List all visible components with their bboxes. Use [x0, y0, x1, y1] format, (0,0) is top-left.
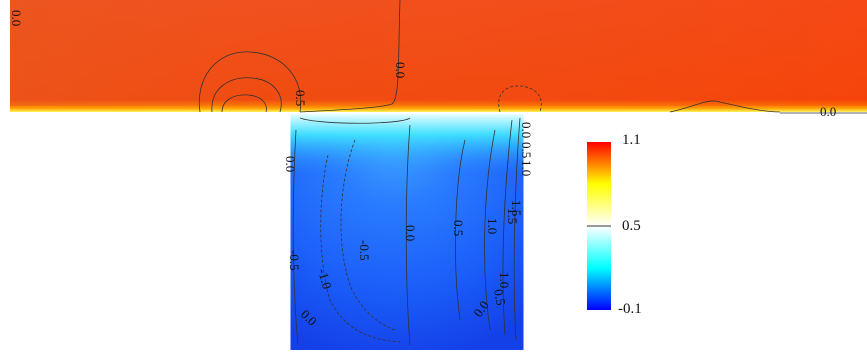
contour-line — [455, 139, 466, 321]
channel-contours — [198, 0, 867, 114]
channel-shading — [10, 0, 867, 106]
contour-line — [340, 139, 396, 331]
contour-label: 1.0 — [497, 272, 512, 288]
cavity-shear-layer — [290, 114, 524, 174]
contour-line — [513, 117, 521, 341]
contour-label: 0.0 — [9, 10, 24, 26]
contour-label: 1.0 — [485, 218, 500, 234]
contour-line — [484, 129, 496, 331]
colorbar-min-label: -0.1 — [618, 301, 642, 317]
cavity-contours — [292, 117, 521, 346]
contour-line — [221, 94, 267, 113]
contour-line — [405, 124, 411, 346]
contour-line — [320, 154, 401, 343]
contour-label: 1.5 — [505, 208, 520, 224]
contour-label: 0.0 — [820, 104, 836, 119]
contour-line — [669, 100, 781, 113]
colorbar-mid-label: 0.5 — [622, 218, 641, 234]
colorbar-max-label: 1.1 — [622, 132, 641, 148]
contour-label: 0.0 — [403, 225, 418, 241]
contour-line — [292, 129, 299, 346]
contour-label: 1.5 — [509, 200, 524, 216]
contour-label: 0.0 — [393, 62, 408, 78]
contour-label: -1.0 — [315, 267, 335, 291]
contour-label: 0.0 — [283, 156, 298, 172]
contour-line — [211, 77, 282, 113]
contour-label: 0.5 — [491, 288, 509, 307]
contour-label: 0.0 — [519, 122, 534, 138]
contour-label: 0.5 — [519, 142, 534, 158]
contour-line — [299, 0, 401, 113]
contour-label: -0.5 — [287, 250, 302, 271]
contour-labels: 0.0 0.0 0.5 0.0 0.0 0.5 1.0 1.5 -0.5 -0.… — [9, 10, 836, 329]
contour-line — [498, 85, 542, 113]
contour-line — [502, 119, 513, 336]
contour-line — [299, 117, 411, 124]
contour-label: -0.5 — [357, 240, 372, 261]
contour-label: 0.5 — [293, 90, 308, 106]
contour-label: 0.5 — [451, 220, 466, 236]
contour-line — [198, 51, 302, 113]
contour-label: 1.0 — [519, 160, 534, 176]
